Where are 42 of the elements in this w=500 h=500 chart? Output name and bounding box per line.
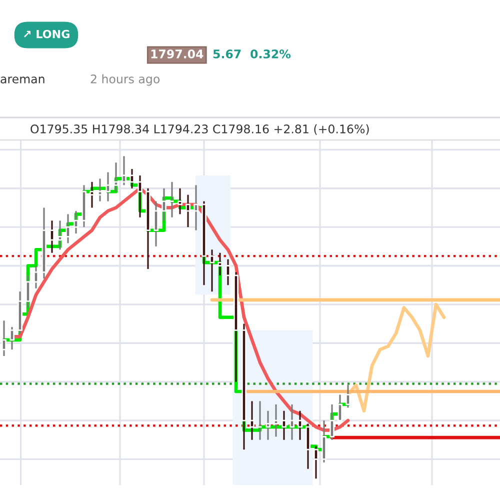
- candlestick: [186, 194, 190, 228]
- candlestick: [290, 404, 294, 441]
- candlestick: [306, 422, 310, 470]
- candlestick: [218, 252, 222, 276]
- candlestick: [178, 188, 182, 215]
- candlestick: [282, 410, 286, 441]
- candlestick: [50, 220, 54, 254]
- candlestick: [330, 404, 334, 441]
- candlestick: [66, 213, 70, 244]
- candlestick: [98, 178, 102, 202]
- text: areman: [0, 76, 44, 84]
- candlestick: [298, 410, 302, 441]
- candlestick: [34, 264, 38, 290]
- candlestick: [346, 384, 350, 408]
- text: 1797.04: [151, 49, 204, 58]
- candlestick: [10, 326, 14, 350]
- candlestick: [322, 420, 326, 464]
- candlestick: [138, 174, 142, 218]
- candlestick: [226, 258, 230, 286]
- candlestick: [210, 248, 214, 292]
- text: O1795.35 H1798.34 L1794.23 C1798.16 +2.81 (+0.16%): [30, 124, 369, 135]
- candlestick: [194, 184, 198, 232]
- candlestick: [266, 410, 270, 441]
- candlestick: [162, 188, 166, 222]
- candlestick: [114, 162, 118, 192]
- candlestick: [154, 200, 158, 248]
- candlestick: [26, 274, 30, 308]
- candlestick: [314, 446, 318, 480]
- candlestick: [2, 320, 6, 357]
- candlestick: [106, 171, 110, 202]
- candlestick: [90, 181, 94, 208]
- text: 2 hours ago: [90, 74, 160, 86]
- candlestick: [130, 168, 134, 190]
- text: 5.67: [213, 50, 241, 58]
- candlestick: [250, 400, 254, 441]
- candlestick: [274, 404, 278, 438]
- candlestick: [74, 210, 78, 234]
- candlestick: [58, 220, 62, 250]
- text: ↗ LONG: [24, 30, 70, 38]
- text: 0.32%: [250, 49, 291, 58]
- candlestick: [122, 155, 126, 186]
- candlestick: [338, 394, 342, 422]
